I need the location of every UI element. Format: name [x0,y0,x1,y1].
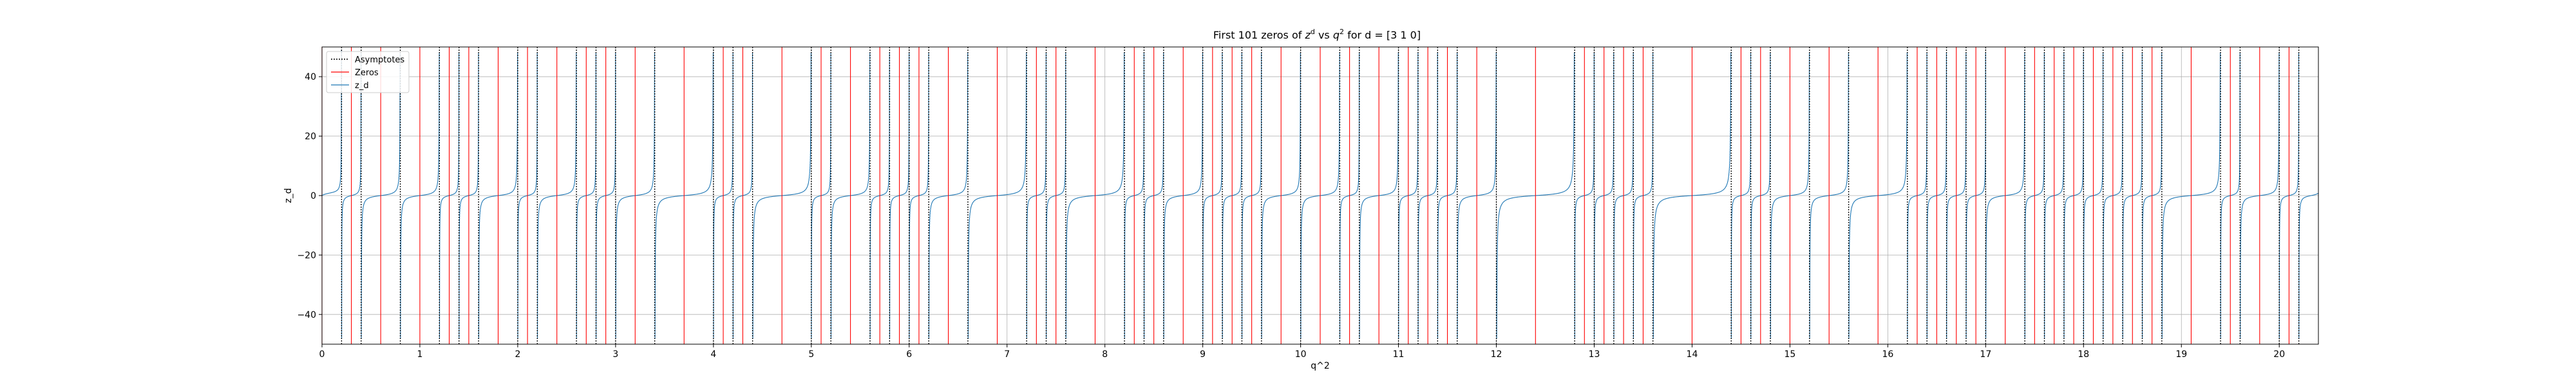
x-tick-label: 4 [710,349,716,360]
x-tick-label: 12 [1491,349,1502,360]
x-tick-label: 16 [1882,349,1893,360]
x-tick-label: 2 [515,349,520,360]
asymptote-lines [341,47,2300,344]
zero-lines [321,47,2289,344]
x-tick-label: 15 [1784,349,1795,360]
x-axis-label: q^2 [1311,361,1330,371]
x-tick-label: 11 [1393,349,1405,360]
y-tick-label: −20 [297,250,316,261]
legend-asymptotes-label: Asymptotes [355,55,404,65]
x-tick-label: 7 [1004,349,1010,360]
z-d-branch [321,50,342,196]
x-tick-label: 10 [1295,349,1307,360]
x-tick-label: 17 [1980,349,1991,360]
y-axis-ticks: −40 −20 0 20 40 [297,72,322,320]
x-tick-label: 20 [2273,349,2285,360]
x-tick-label: 14 [1687,349,1698,360]
x-tick-label: 1 [417,349,422,360]
x-tick-label: 18 [2078,349,2089,360]
legend-box [326,51,410,93]
x-tick-label: 8 [1102,349,1108,360]
x-tick-label: 9 [1200,349,1206,360]
x-axis-ticks: 0 1 2 3 4 5 6 7 8 9 10 11 12 13 14 15 16 17 18 19 20 [319,344,2285,360]
legend-zeros-label: Zeros [355,68,379,78]
legend-zd-label: z_d [355,81,369,91]
y-tick-label: −40 [297,310,316,320]
x-tick-label: 3 [612,349,618,360]
x-tick-label: 6 [906,349,912,360]
x-tick-label: 13 [1589,349,1600,360]
x-tick-label: 0 [319,349,325,360]
y-tick-label: 40 [305,72,316,82]
y-tick-label: 0 [310,191,316,201]
y-axis-label: z_d [283,188,294,203]
x-tick-label: 19 [2175,349,2187,360]
legend: Asymptotes Zeros z_d [326,51,410,93]
x-tick-label: 5 [808,349,814,360]
z-d-branch [2298,192,2319,339]
y-tick-label: 20 [305,132,316,142]
chart-title: First 101 zeros of zd vs q2 for d = [3 1… [1213,28,1421,41]
